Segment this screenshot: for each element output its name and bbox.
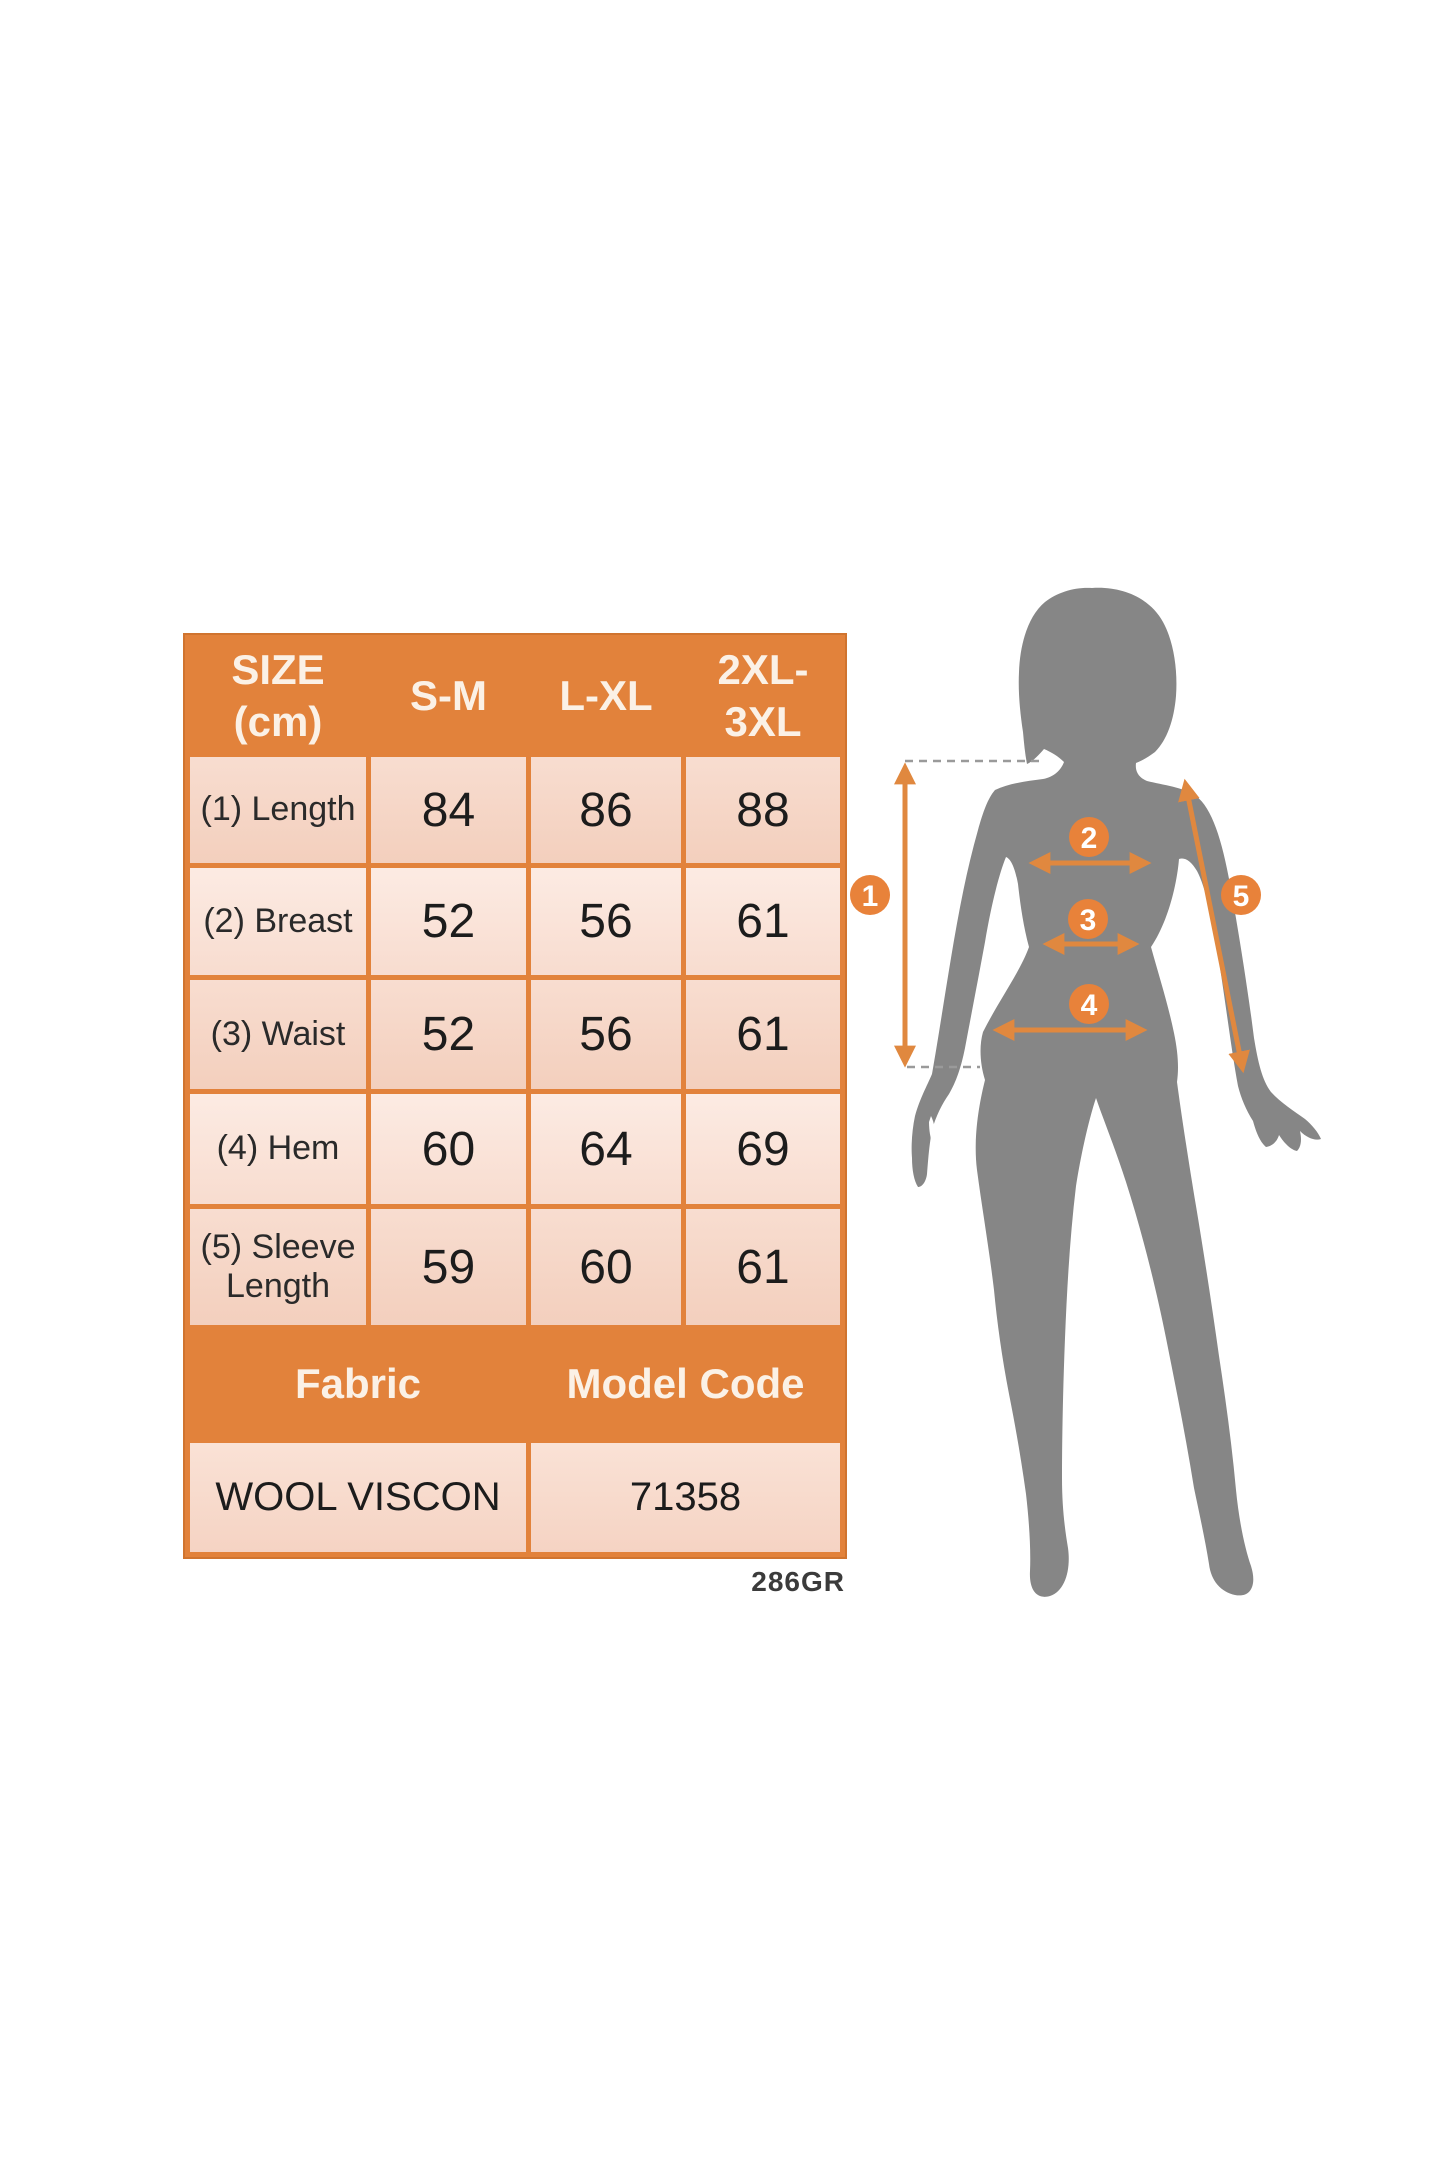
footer-fabric-header: Fabric bbox=[190, 1330, 526, 1438]
footer-model-code-value: 71358 bbox=[531, 1443, 840, 1552]
row-breast-2xl3xl: 61 bbox=[686, 868, 840, 975]
row-sleeve-label: (5) Sleeve Length bbox=[190, 1209, 366, 1325]
marker-1: 1 bbox=[850, 875, 890, 915]
row-sleeve-lxl: 60 bbox=[531, 1209, 681, 1325]
row-breast-lxl: 56 bbox=[531, 868, 681, 975]
header-l-xl: L-XL bbox=[531, 640, 681, 752]
row-hem-lxl: 64 bbox=[531, 1094, 681, 1204]
row-length-2xl3xl: 88 bbox=[686, 757, 840, 863]
header-size-cm: SIZE (cm) bbox=[190, 640, 366, 752]
body-figure-svg: 1 2 3 4 5 bbox=[850, 587, 1321, 1597]
row-waist-2xl3xl: 61 bbox=[686, 980, 840, 1089]
row-length-lxl: 86 bbox=[531, 757, 681, 863]
measurement-figure: 1 2 3 4 5 bbox=[850, 560, 1350, 1630]
row-hem-sm: 60 bbox=[371, 1094, 526, 1204]
row-breast-sm: 52 bbox=[371, 868, 526, 975]
sleeve-arrow bbox=[1178, 778, 1250, 1074]
row-length-sm: 84 bbox=[371, 757, 526, 863]
svg-text:3: 3 bbox=[1080, 904, 1097, 937]
size-chart-table: SIZE (cm) S-M L-XL 2XL-3XL (1) Length 84… bbox=[183, 633, 847, 1559]
row-length-label: (1) Length bbox=[190, 757, 366, 863]
hand-gap bbox=[929, 1116, 937, 1150]
marker-4: 4 bbox=[1069, 984, 1109, 1024]
row-sleeve-sm: 59 bbox=[371, 1209, 526, 1325]
footer-model-code-header: Model Code bbox=[531, 1330, 840, 1438]
marker-2: 2 bbox=[1069, 817, 1109, 857]
svg-text:1: 1 bbox=[862, 880, 879, 913]
header-s-m: S-M bbox=[371, 640, 526, 752]
row-sleeve-2xl3xl: 61 bbox=[686, 1209, 840, 1325]
svg-text:2: 2 bbox=[1081, 822, 1098, 855]
row-breast-label: (2) Breast bbox=[190, 868, 366, 975]
row-waist-label: (3) Waist bbox=[190, 980, 366, 1089]
svg-text:4: 4 bbox=[1081, 989, 1098, 1022]
row-waist-lxl: 56 bbox=[531, 980, 681, 1089]
svg-text:5: 5 bbox=[1233, 880, 1250, 913]
row-hem-2xl3xl: 69 bbox=[686, 1094, 840, 1204]
row-waist-sm: 52 bbox=[371, 980, 526, 1089]
weight-note: 286GR bbox=[751, 1566, 845, 1597]
female-silhouette bbox=[911, 587, 1321, 1597]
marker-3: 3 bbox=[1068, 899, 1108, 939]
footer-fabric-value: WOOL VISCON bbox=[190, 1443, 526, 1552]
marker-5: 5 bbox=[1221, 875, 1261, 915]
header-2xl-3xl: 2XL-3XL bbox=[686, 640, 840, 752]
row-hem-label: (4) Hem bbox=[190, 1094, 366, 1204]
